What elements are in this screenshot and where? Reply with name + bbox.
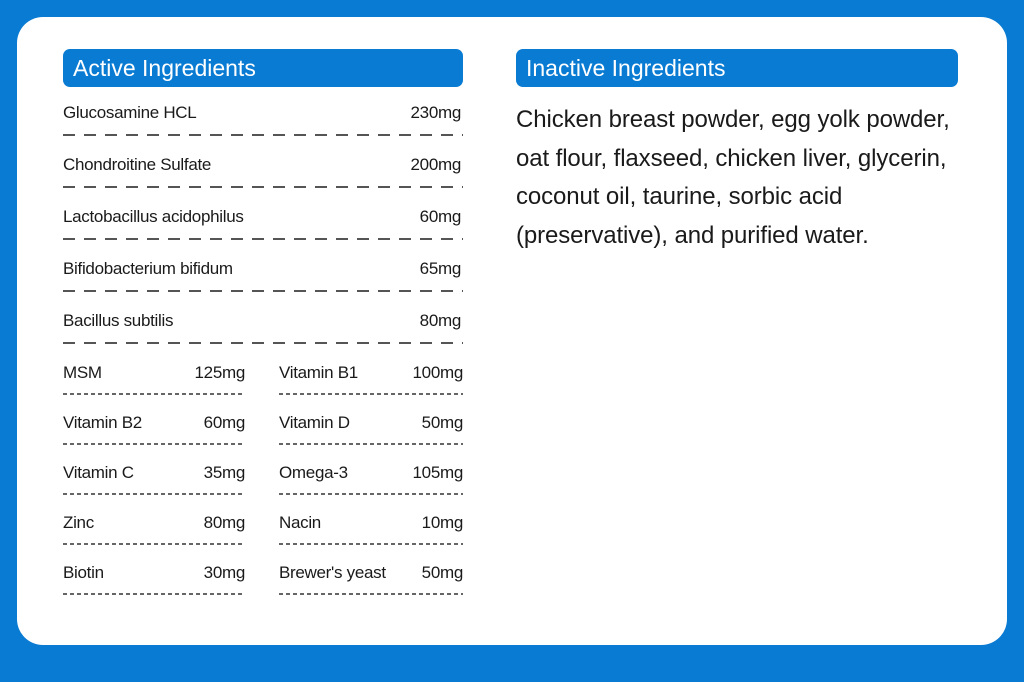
ingredient-pair-row: MSM 125mg Vitamin B1 100mg xyxy=(63,357,463,407)
dashed-divider xyxy=(63,393,245,395)
ingredient-pair-row: Zinc 80mg Nacin 10mg xyxy=(63,507,463,557)
ingredient-pair-row: Biotin 30mg Brewer's yeast 50mg xyxy=(63,557,463,607)
ingredient-cell: MSM 125mg xyxy=(63,357,245,407)
ingredient-row: Glucosamine HCL 230mg xyxy=(63,97,463,149)
ingredient-cell: Vitamin B2 60mg xyxy=(63,407,245,457)
dashed-divider xyxy=(63,238,463,240)
inactive-line: Chicken breast powder, egg yolk powder, xyxy=(516,106,950,133)
active-ingredients-title: Active Ingredients xyxy=(73,55,256,81)
ingredient-cell: Biotin 30mg xyxy=(63,557,245,607)
inactive-line: coconut oil, taurine, sorbic acid xyxy=(516,183,843,210)
ingredient-amount: 125mg xyxy=(194,363,246,382)
ingredient-name: Vitamin B1 xyxy=(279,363,358,382)
ingredient-row: Chondroitine Sulfate 200mg xyxy=(63,149,463,201)
ingredient-amount: 80mg xyxy=(203,513,246,532)
dashed-divider xyxy=(63,493,245,495)
active-ingredients-list: Glucosamine HCL 230mg Chondroitine Sulfa… xyxy=(63,97,463,607)
ingredient-amount: 65mg xyxy=(419,259,462,278)
ingredient-amount: 60mg xyxy=(203,413,246,432)
dashed-divider xyxy=(63,593,245,595)
ingredient-name: MSM xyxy=(63,363,102,382)
dashed-divider xyxy=(63,543,245,545)
dashed-divider xyxy=(63,342,463,344)
ingredients-card: Active Ingredients Glucosamine HCL 230mg… xyxy=(17,17,1007,645)
ingredient-cell: Nacin 10mg xyxy=(279,507,463,557)
ingredient-cell: Zinc 80mg xyxy=(63,507,245,557)
dashed-divider xyxy=(63,186,463,188)
ingredient-name: Vitamin C xyxy=(63,463,134,482)
ingredient-pair-row: Vitamin C 35mg Omega-3 105mg xyxy=(63,457,463,507)
ingredient-name: Chondroitine Sulfate xyxy=(63,155,212,174)
ingredient-cell: Vitamin B1 100mg xyxy=(279,357,463,407)
dashed-divider xyxy=(279,493,463,495)
ingredient-name: Brewer's yeast xyxy=(279,563,386,582)
ingredient-amount: 30mg xyxy=(203,563,246,582)
ingredient-amount: 80mg xyxy=(419,311,462,330)
ingredient-row: Bifidobacterium bifidum 65mg xyxy=(63,253,463,305)
dashed-divider xyxy=(63,290,463,292)
ingredient-name: Lactobacillus acidophilus xyxy=(63,207,244,226)
ingredient-amount: 105mg xyxy=(412,463,464,482)
ingredient-name: Bifidobacterium bifidum xyxy=(63,259,233,278)
ingredient-amount: 60mg xyxy=(419,207,462,226)
ingredient-name: Zinc xyxy=(63,513,94,532)
ingredient-amount: 10mg xyxy=(421,513,464,532)
dashed-divider xyxy=(279,593,463,595)
dashed-divider xyxy=(63,443,245,445)
ingredient-name: Biotin xyxy=(63,563,104,582)
inactive-ingredients-title: Inactive Ingredients xyxy=(526,55,726,81)
ingredient-cell: Brewer's yeast 50mg xyxy=(279,557,463,607)
ingredient-name: Glucosamine HCL xyxy=(63,103,197,122)
ingredient-row: Bacillus subtilis 80mg xyxy=(63,305,463,357)
inactive-ingredients-text: Chicken breast powder, egg yolk powder, … xyxy=(516,101,966,255)
ingredient-row: Lactobacillus acidophilus 60mg xyxy=(63,201,463,253)
ingredient-amount: 50mg xyxy=(421,413,464,432)
ingredient-amount: 50mg xyxy=(421,563,464,582)
ingredient-name: Vitamin D xyxy=(279,413,350,432)
ingredient-amount: 200mg xyxy=(410,155,462,174)
dashed-divider xyxy=(279,543,463,545)
ingredient-cell: Vitamin C 35mg xyxy=(63,457,245,507)
ingredient-amount: 230mg xyxy=(410,103,462,122)
ingredient-name: Nacin xyxy=(279,513,321,532)
ingredient-name: Bacillus subtilis xyxy=(63,311,174,330)
inactive-line: (preservative), and purified water. xyxy=(516,221,869,249)
ingredient-amount: 100mg xyxy=(412,363,464,382)
ingredient-cell: Vitamin D 50mg xyxy=(279,407,463,457)
ingredient-pair-row: Vitamin B2 60mg Vitamin D 50mg xyxy=(63,407,463,457)
inactive-ingredients-header: Inactive Ingredients xyxy=(516,49,958,87)
ingredient-name: Vitamin B2 xyxy=(63,413,142,432)
active-ingredients-header: Active Ingredients xyxy=(63,49,463,87)
inactive-line: oat flour, flaxseed, chicken liver, glyc… xyxy=(516,144,947,172)
ingredient-cell: Omega-3 105mg xyxy=(279,457,463,507)
ingredient-amount: 35mg xyxy=(203,463,246,482)
ingredient-name: Omega-3 xyxy=(279,463,348,482)
dashed-divider xyxy=(279,393,463,395)
dashed-divider xyxy=(279,443,463,445)
dashed-divider xyxy=(63,134,463,136)
